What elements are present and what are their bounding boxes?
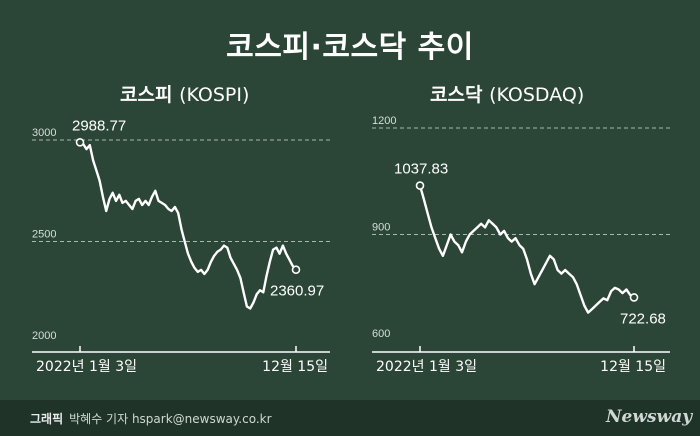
footer: 그래픽 박혜수 기자 hspark@newsway.co.kr Newsway [0,400,700,436]
kospi-ytick-label-2500: 2500 [32,229,56,241]
kosdaq-series-line [418,184,636,314]
kosdaq-start-value-label: 1037.83 [394,161,448,178]
kosdaq-xlabel-end: 12월 15일 [600,359,666,375]
kosdaq-title-en: (KOSDAQ) [489,84,585,106]
kosdaq-xlabel-start: 2022년 1월 3일 [376,359,477,375]
kosdaq-chart-title: 코스닥 (KOSDAQ) [430,80,584,107]
kospi-xlabel-end: 12월 15일 [262,359,328,375]
kosdaq-ytick-label-1200: 1200 [372,115,396,127]
kospi-end-value-label: 2360.97 [270,283,324,300]
kospi-ytick-label-3000: 3000 [32,127,56,139]
footer-credit: 그래픽 박혜수 기자 hspark@newsway.co.kr [30,410,272,427]
kospi-series-line [78,141,298,310]
kospi-start-point [75,137,85,147]
kosdaq-start-point [415,181,425,190]
kosdaq-title-ko: 코스닥 [430,84,483,106]
footer-label: 그래픽 [30,412,64,426]
kospi-title-ko: 코스피 [120,84,173,106]
kospi-chart-title: 코스피 (KOSPI) [120,80,249,107]
kospi-end-point [291,265,301,275]
kospi-ytick-label-2000: 2000 [32,330,56,342]
kosdaq-end-point [629,293,639,302]
page-title: 코스피·코스닥 추이 [226,30,474,65]
kospi-xlabel-start: 2022년 1월 3일 [36,359,137,375]
newsway-logo: Newsway [606,407,693,427]
kospi-start-value-label: 2988.77 [72,117,126,134]
kospi-title-en: (KOSPI) [179,84,250,106]
kosdaq-ytick-label-900: 900 [372,222,390,234]
kosdaq-end-value-label: 722.68 [620,310,666,327]
kosdaq-ytick-label-600: 600 [372,328,390,340]
charts-canvas: 3000 2500 2000 2022년 1월 3일 12월 15일 2988.77 236… [32,115,670,375]
footer-credit-text: 박혜수 기자 hspark@newsway.co.kr [69,412,272,426]
